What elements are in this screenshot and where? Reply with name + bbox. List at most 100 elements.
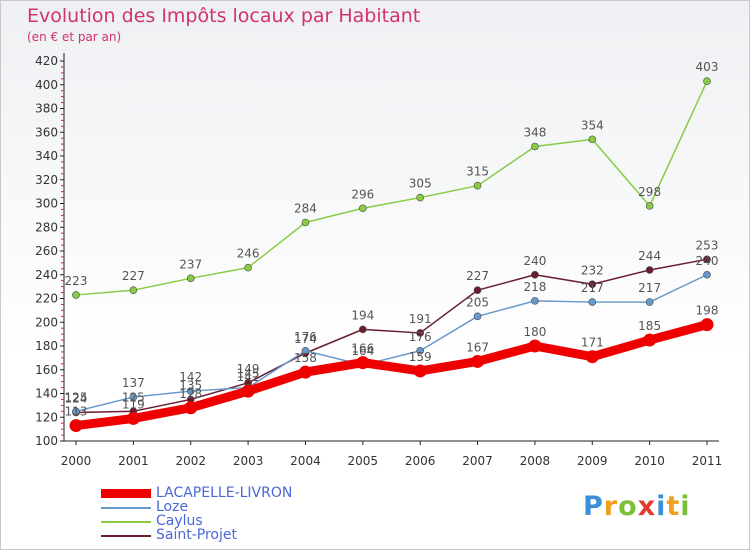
legend-label: Caylus: [156, 513, 203, 529]
y-tick-label: 420: [35, 54, 58, 68]
y-tick-label: 200: [35, 315, 58, 329]
data-point-loze: [473, 312, 482, 321]
chart-subtitle: (en € et par an): [27, 30, 122, 44]
data-point-lacapelle-livron: [298, 365, 312, 379]
data-label-lacapelle-livron: 113: [65, 405, 88, 419]
data-label-caylus: 296: [351, 187, 374, 201]
data-label-saint-projet: 253: [696, 238, 719, 252]
series-line-caylus: [75, 80, 708, 296]
data-point-caylus: [416, 193, 424, 202]
data-label-caylus: 298: [638, 185, 661, 199]
y-tick-label: 220: [35, 292, 58, 306]
data-point-caylus: [244, 263, 252, 272]
y-tick-label: 240: [35, 268, 58, 282]
y-tick-label: 320: [35, 173, 58, 187]
logo-letter: r: [603, 491, 619, 522]
data-label-saint-projet: 124: [65, 392, 88, 406]
data-label-saint-projet: 191: [409, 312, 432, 326]
data-label-loze: 145: [237, 367, 260, 381]
y-tick-label: 280: [35, 220, 58, 234]
data-point-lacapelle-livron: [528, 339, 542, 353]
legend-swatch: [101, 535, 151, 537]
x-tick-label: 2001: [118, 454, 149, 468]
data-point-saint-projet: [359, 325, 367, 334]
data-label-caylus: 284: [294, 202, 317, 216]
data-point-caylus: [588, 135, 597, 144]
data-label-loze: 164: [351, 344, 374, 358]
data-label-lacapelle-livron: 171: [581, 336, 604, 350]
y-tick-label: 340: [35, 149, 58, 163]
data-point-saint-projet: [588, 280, 597, 289]
x-tick-label: 2010: [634, 454, 665, 468]
chart-title: Evolution des Impôts locaux par Habitant: [27, 5, 421, 27]
data-label-saint-projet: 244: [638, 249, 661, 263]
data-point-caylus: [359, 204, 367, 213]
data-point-lacapelle-livron: [643, 333, 657, 347]
data-point-caylus: [129, 286, 138, 294]
data-point-caylus: [301, 218, 310, 227]
data-label-saint-projet: 227: [466, 269, 489, 283]
y-tick-label: 120: [35, 410, 58, 424]
data-point-lacapelle-livron: [585, 350, 599, 364]
legend-swatch: [101, 507, 151, 509]
y-tick-label: 100: [35, 434, 58, 448]
data-label-saint-projet: 174: [294, 332, 317, 346]
data-labels-layer: 1131191281421581661591671801711851981251…: [65, 60, 719, 418]
data-label-loze: 137: [122, 376, 145, 390]
data-point-loze: [72, 407, 80, 416]
data-label-lacapelle-livron: 180: [523, 325, 546, 339]
data-label-caylus: 305: [409, 177, 432, 191]
x-tick-label: 2006: [405, 454, 436, 468]
data-point-loze: [703, 270, 711, 279]
logo-letter: P: [583, 491, 604, 522]
data-label-caylus: 237: [179, 257, 202, 271]
data-point-lacapelle-livron: [126, 411, 140, 425]
y-tick-label: 400: [35, 78, 58, 92]
data-point-loze: [186, 387, 195, 395]
legend-label: Saint-Projet: [156, 527, 237, 543]
data-point-lacapelle-livron: [700, 318, 714, 332]
data-label-loze: 217: [581, 281, 604, 295]
data-label-lacapelle-livron: 119: [122, 397, 145, 411]
y-tick-label: 140: [35, 387, 58, 401]
y-tick-label: 260: [35, 244, 58, 258]
data-point-lacapelle-livron: [471, 354, 485, 368]
data-label-caylus: 223: [65, 274, 88, 288]
data-label-lacapelle-livron: 142: [237, 370, 260, 384]
data-label-caylus: 348: [523, 126, 546, 140]
data-label-saint-projet: 194: [351, 308, 374, 322]
data-label-saint-projet: 149: [237, 362, 260, 376]
data-label-loze: 176: [409, 330, 432, 344]
data-point-loze: [531, 297, 539, 305]
logo-letter: i: [656, 491, 667, 522]
data-label-saint-projet: 135: [179, 378, 202, 392]
x-tick-label: 2005: [348, 454, 379, 468]
data-label-loze: 240: [696, 254, 719, 268]
legend-swatch: [101, 489, 151, 498]
data-point-saint-projet: [531, 270, 539, 279]
data-point-lacapelle-livron: [184, 401, 198, 415]
chart-axes: 100 120 140 160 180 200 220 240 260 280 300 320 340 3…: [35, 53, 722, 468]
series-line-saint-projet: [75, 258, 708, 414]
data-point-caylus: [703, 77, 711, 85]
data-point-saint-projet: [645, 266, 654, 274]
data-point-lacapelle-livron: [241, 384, 255, 398]
data-label-saint-projet: 125: [122, 390, 145, 404]
data-label-loze: 142: [179, 370, 202, 384]
data-label-loze: 218: [523, 280, 546, 294]
legend-item-loze: Loze: [101, 499, 361, 515]
x-tick-label: 2007: [462, 454, 493, 468]
logo-letter: o: [618, 491, 638, 522]
data-label-lacapelle-livron: 185: [638, 319, 661, 333]
data-point-caylus: [531, 142, 539, 151]
series-line-loze: [75, 274, 708, 413]
proxiti-logo: Proxiti: [583, 491, 691, 522]
data-label-caylus: 246: [237, 247, 260, 261]
data-point-saint-projet: [703, 255, 711, 264]
logo-letter: i: [680, 491, 691, 522]
x-tick-label: 2003: [233, 454, 264, 468]
data-point-caylus: [473, 181, 482, 190]
data-label-caylus: 403: [696, 60, 719, 74]
series-layer: [69, 77, 714, 433]
data-label-loze: 125: [65, 390, 88, 404]
